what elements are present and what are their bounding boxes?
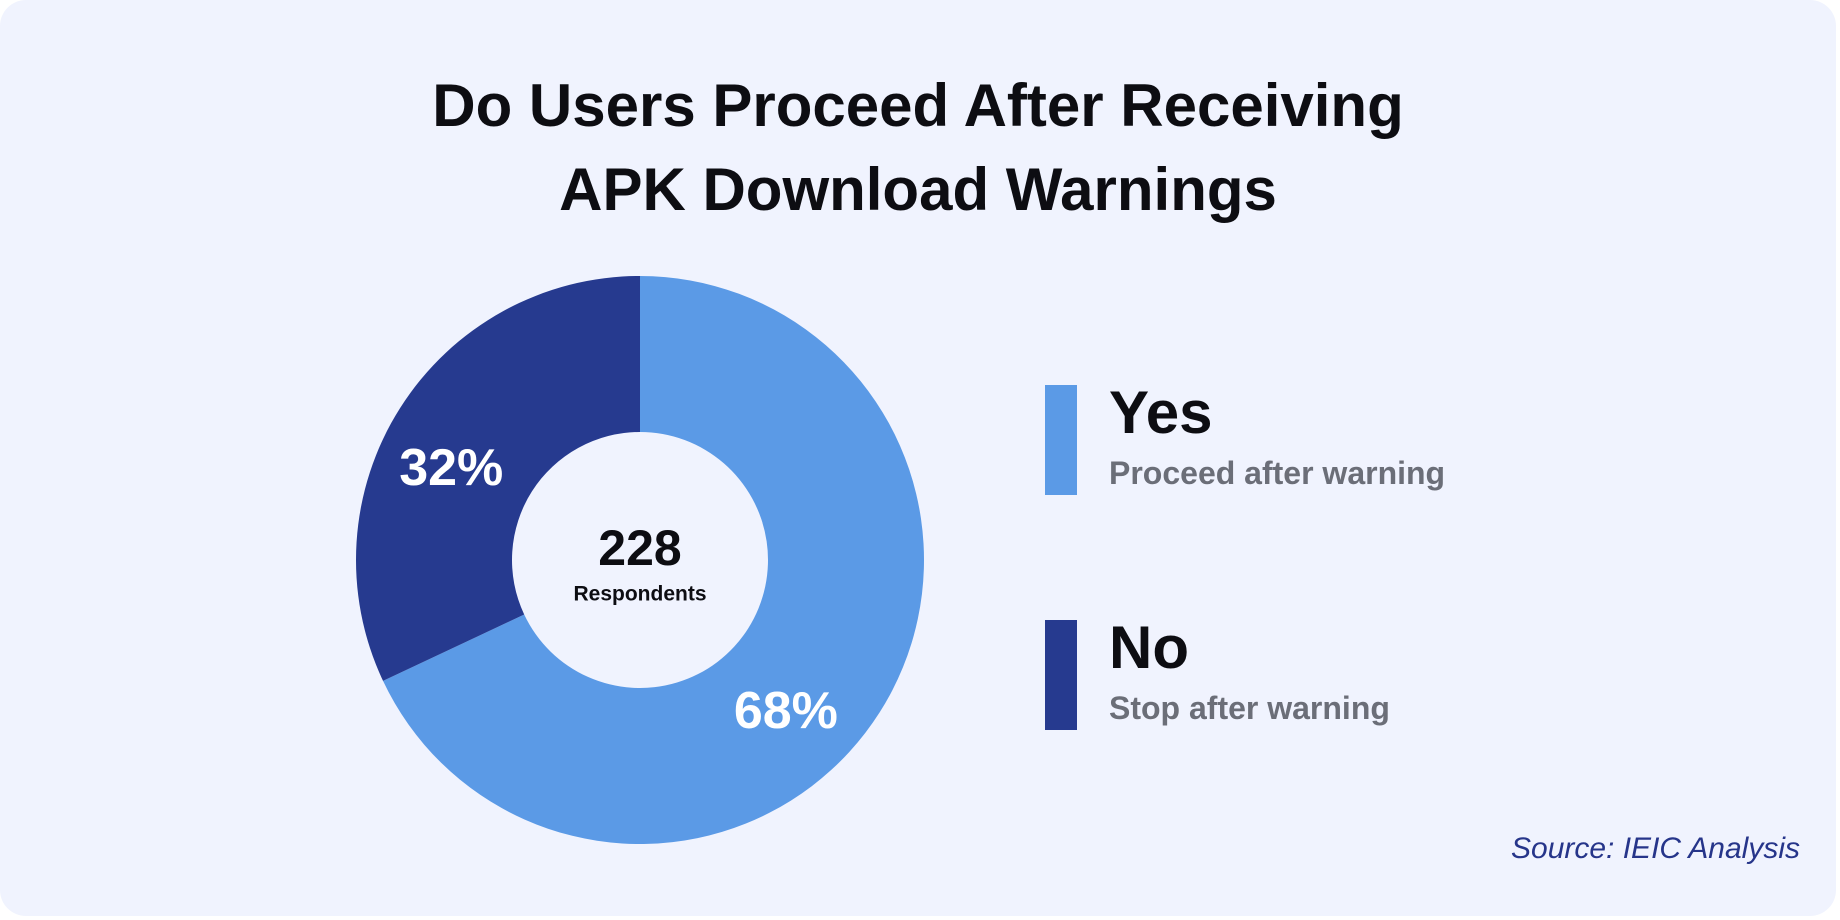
slice-label-no: 32%	[399, 439, 503, 497]
legend-label-no: No	[1109, 614, 1189, 681]
donut-chart: 68% 32% 228 Respondents	[356, 276, 924, 844]
legend-label-yes: Yes	[1109, 379, 1213, 446]
slice-label-yes: 68%	[734, 682, 838, 740]
center-total-value: 228	[598, 520, 681, 576]
center-total-label: Respondents	[573, 583, 706, 606]
legend-desc-yes: Proceed after warning	[1109, 455, 1446, 491]
legend-swatch-no	[1045, 620, 1077, 730]
donut-slice-yes	[383, 276, 924, 844]
legend-swatch-yes	[1045, 385, 1077, 495]
chart-title-line-1: Do Users Proceed After Receiving	[432, 72, 1404, 139]
chart-title-line-2: APK Download Warnings	[559, 156, 1277, 223]
source-note: Source: IEIC Analysis	[1511, 832, 1800, 865]
legend-desc-no: Stop after warning	[1109, 690, 1390, 726]
donut-slice-no	[356, 276, 640, 681]
chart-title: Do Users Proceed After Receiving APK Dow…	[0, 64, 1836, 232]
